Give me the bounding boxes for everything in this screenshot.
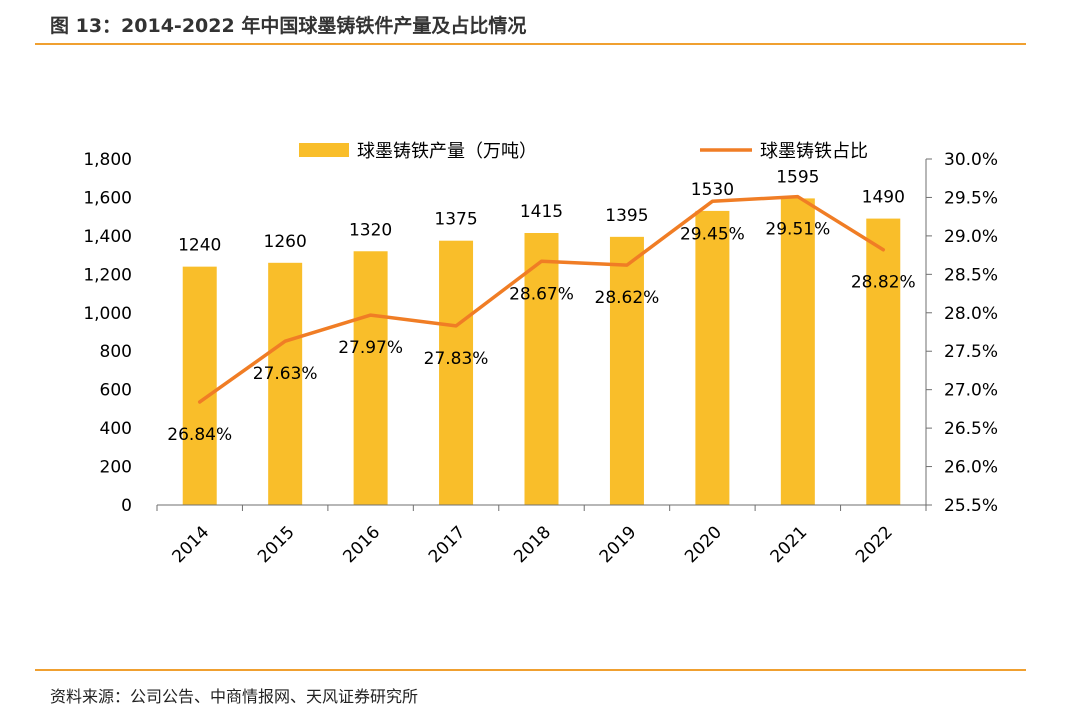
left-tick-label: 1,400 [83,227,132,247]
line-value-label: 28.67% [509,284,574,304]
left-tick-label: 1,000 [83,304,132,324]
line-value-label: 26.84% [167,425,232,445]
bar-2014 [182,266,217,505]
left-tick-label: 0 [121,496,132,516]
x-tick-label: 2016 [339,522,384,567]
left-tick-label: 1,800 [83,150,132,170]
legend-line-label: 球墨铸铁占比 [760,141,868,162]
left-tick-label: 600 [100,381,132,401]
bar-2017 [439,240,474,505]
bar-value-label: 1415 [520,202,563,222]
bar-2019 [609,236,644,505]
x-tick-label: 2022 [852,522,897,567]
line-value-label: 28.82% [851,273,916,293]
bar-2016 [353,251,388,505]
right-tick-label: 30.0% [944,150,998,170]
left-tick-label: 800 [100,342,132,362]
line-value-label: 29.51% [765,220,830,240]
left-tick-label: 400 [100,419,132,439]
bar-2015 [268,262,303,505]
bar-2022 [866,218,901,506]
bar-2018 [524,233,559,505]
bar-2020 [695,210,730,505]
bar-series [182,198,901,506]
legend: 球墨铸铁产量（万吨） 球墨铸铁占比 [299,141,868,162]
x-tick-label: 2017 [425,522,470,567]
legend-bar-label: 球墨铸铁产量（万吨） [357,141,537,162]
ratio-line [197,194,886,404]
bar-value-label: 1375 [434,210,477,230]
data-labels: 1240 1260 1320 1375 1415 1395 1530 1595 1490 26.8… [167,167,915,445]
x-tick-label: 2020 [681,522,726,567]
line-value-label: 27.97% [338,338,403,358]
bar-value-label: 1490 [862,188,905,208]
right-tick-label: 26.5% [944,419,998,439]
x-tick-label: 2014 [169,522,214,567]
left-tick-label: 1,200 [83,265,132,285]
x-tick-label: 2015 [254,522,299,567]
bar-value-label: 1240 [178,236,221,256]
right-tick-label: 28.5% [944,265,998,285]
bar-value-label: 1320 [349,220,392,240]
right-tick-label: 25.5% [944,496,998,516]
bar-2021 [780,198,815,505]
right-tick-label: 27.5% [944,342,998,362]
x-tick-label: 2021 [767,522,812,567]
right-tick-label: 27.0% [944,381,998,401]
line-value-label: 27.63% [253,364,318,384]
right-tick-label: 29.5% [944,188,998,208]
line-series [197,194,886,404]
bottom-divider [35,669,1026,671]
bar-value-label: 1530 [691,180,734,200]
bar-value-label: 1395 [605,206,648,226]
top-divider [35,43,1026,45]
line-value-label: 29.45% [680,224,745,244]
x-tick-label: 2018 [510,522,555,567]
right-tick-label: 28.0% [944,304,998,324]
line-value-label: 27.83% [424,349,489,369]
right-tick-label: 29.0% [944,227,998,247]
left-tick-label: 1,600 [83,188,132,208]
x-tick-label: 2019 [596,522,641,567]
line-value-label: 28.62% [595,288,660,308]
source-note: 资料来源：公司公告、中商情报网、天风证券研究所 [50,687,419,706]
left-tick-label: 200 [100,458,132,478]
bar-value-label: 1595 [776,167,819,187]
figure-title: 图 13：2014-2022 年中国球墨铸铁件产量及占比情况 [50,15,527,37]
right-tick-label: 26.0% [944,458,998,478]
legend-bar-swatch [299,143,349,157]
bar-value-label: 1260 [264,232,307,252]
